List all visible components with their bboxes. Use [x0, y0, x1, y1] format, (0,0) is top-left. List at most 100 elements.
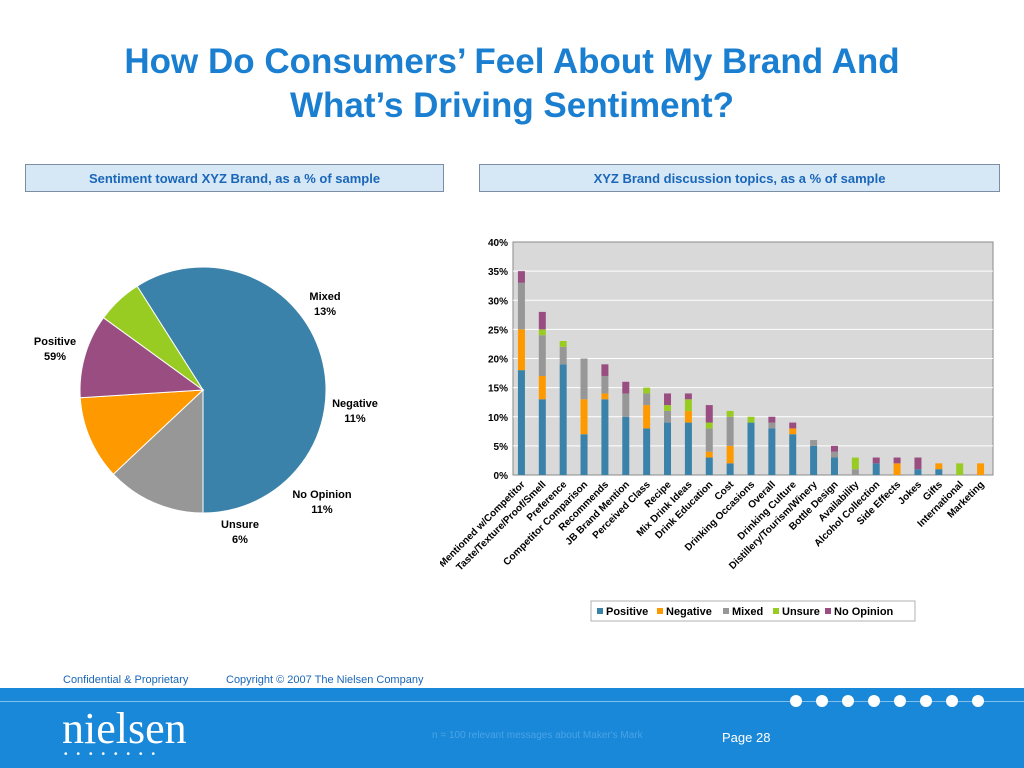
y-tick-label: 25% — [488, 325, 508, 336]
bar-segment-positive — [580, 434, 588, 475]
legend-label-positive: Positive — [606, 606, 648, 618]
nielsen-logo-dots: •••••••• — [64, 749, 165, 760]
legend-label-unsure: Unsure — [782, 606, 820, 618]
bar-segment-positive — [517, 370, 525, 475]
bar-segment-no-opinion — [768, 416, 776, 423]
pie-label-mixed: Mixed — [309, 291, 340, 303]
sample-note: n = 100 relevant messages about Maker's … — [432, 730, 643, 741]
pie-value-mixed: 13% — [314, 306, 336, 318]
bar-segment-mixed — [664, 410, 672, 423]
bar-segment-positive — [559, 364, 567, 475]
bar-segment-positive — [664, 422, 672, 475]
pie-slice-negative — [79, 389, 205, 475]
bar-segment-negative — [684, 410, 692, 423]
y-tick-label: 35% — [488, 267, 508, 278]
bar-segment-negative — [643, 405, 651, 429]
bar-segment-no-opinion — [914, 457, 922, 470]
bar-segment-positive — [789, 434, 797, 475]
nielsen-logo: nielsen — [62, 704, 187, 753]
pie-slice-positive — [136, 266, 327, 514]
bar-segment-positive — [768, 428, 776, 475]
bar-segment-no-opinion — [872, 457, 880, 464]
dot-icon — [946, 695, 958, 707]
bar-segment-negative — [935, 463, 943, 470]
dot-icon — [972, 695, 984, 707]
bar-segment-mixed — [726, 416, 734, 446]
bar-segment-unsure — [538, 329, 546, 336]
legend-label-no-opinion: No Opinion — [834, 606, 894, 618]
bar-segment-mixed — [622, 393, 630, 417]
bar-segment-positive — [538, 399, 546, 475]
bar-segment-no-opinion — [601, 364, 609, 376]
pie-slice-no-opinion — [79, 317, 205, 399]
bar-segment-no-opinion — [789, 422, 797, 429]
bar-segment-positive — [726, 463, 734, 475]
legend-swatch-no-opinion — [825, 608, 831, 614]
y-tick-label: 10% — [488, 413, 508, 424]
pie-panel-header: Sentiment toward XYZ Brand, as a % of sa… — [25, 164, 444, 192]
bar-segment-negative — [789, 428, 797, 435]
y-tick-label: 5% — [494, 442, 509, 453]
bar-segment-no-opinion — [705, 405, 713, 423]
bar-segment-mixed — [830, 451, 838, 458]
bar-segment-positive — [830, 457, 838, 475]
legend-frame — [590, 600, 916, 622]
y-tick-label: 40% — [488, 238, 508, 249]
pie-value-no-opinion: 11% — [311, 504, 333, 516]
bar-segment-unsure — [684, 399, 692, 411]
y-tick-label: 15% — [488, 384, 508, 395]
bar-segment-mixed — [580, 358, 588, 400]
bar-segment-negative — [517, 329, 525, 371]
bar-segment-mixed — [851, 469, 859, 475]
bar-segment-no-opinion — [664, 393, 672, 406]
bar-segment-negative — [601, 393, 609, 400]
confidential-label: Confidential & Proprietary — [63, 674, 189, 686]
footer-divider — [0, 701, 1024, 702]
bar-segment-positive — [601, 399, 609, 475]
dot-icon — [920, 695, 932, 707]
bar-segment-mixed — [517, 282, 525, 330]
bar-segment-negative — [538, 375, 546, 400]
bar-segment-positive — [622, 416, 630, 475]
bar-segment-positive — [914, 469, 922, 475]
legend-label-mixed: Mixed — [732, 606, 763, 618]
bar-segment-unsure — [851, 457, 859, 470]
dot-icon — [816, 695, 828, 707]
bar-segment-negative — [977, 463, 985, 475]
bar-segment-unsure — [956, 463, 964, 475]
bar-segment-unsure — [705, 422, 713, 429]
bar-segment-unsure — [559, 341, 567, 347]
bar-segment-mixed — [810, 440, 818, 446]
pie-value-unsure: 6% — [232, 534, 248, 546]
dot-icon — [868, 695, 880, 707]
y-tick-label: 0% — [494, 471, 509, 482]
bar-segment-negative — [705, 451, 713, 458]
bar-segment-positive — [872, 463, 880, 475]
pie-label-positive: Positive — [34, 336, 76, 348]
bar-segment-negative — [580, 399, 588, 435]
bar-segment-unsure — [664, 405, 672, 411]
bar-panel-header: XYZ Brand discussion topics, as a % of s… — [479, 164, 1000, 192]
dot-icon — [842, 695, 854, 707]
bar-segment-unsure — [643, 387, 651, 394]
bar-segment-no-opinion — [830, 445, 838, 452]
bar-segment-no-opinion — [538, 311, 546, 330]
legend-swatch-negative — [657, 608, 663, 614]
bar-segment-unsure — [747, 416, 755, 423]
bar-segment-positive — [935, 469, 943, 475]
bar-segment-no-opinion — [622, 381, 630, 394]
bar-segment-mixed — [559, 346, 567, 365]
bar-segment-positive — [643, 428, 651, 475]
bar-segment-mixed — [538, 335, 546, 376]
bar-segment-positive — [810, 445, 818, 475]
legend-swatch-mixed — [723, 608, 729, 614]
chart-legend: Positive Negative Mixed Unsure No Opinion — [590, 600, 916, 622]
topics-bar-chart: 0%5%10%15%20%25%30%35%40%Mentioned w/Com… — [440, 238, 994, 622]
pie-slice-mixed — [112, 388, 204, 514]
bar-segment-mixed — [601, 375, 609, 394]
legend-swatch-positive — [597, 608, 603, 614]
slide-title-line-1: How Do Consumers’ Feel About My Brand An… — [124, 42, 900, 81]
dot-icon — [790, 695, 802, 707]
pie-label-unsure: Unsure — [221, 519, 259, 531]
dot-icon — [894, 695, 906, 707]
